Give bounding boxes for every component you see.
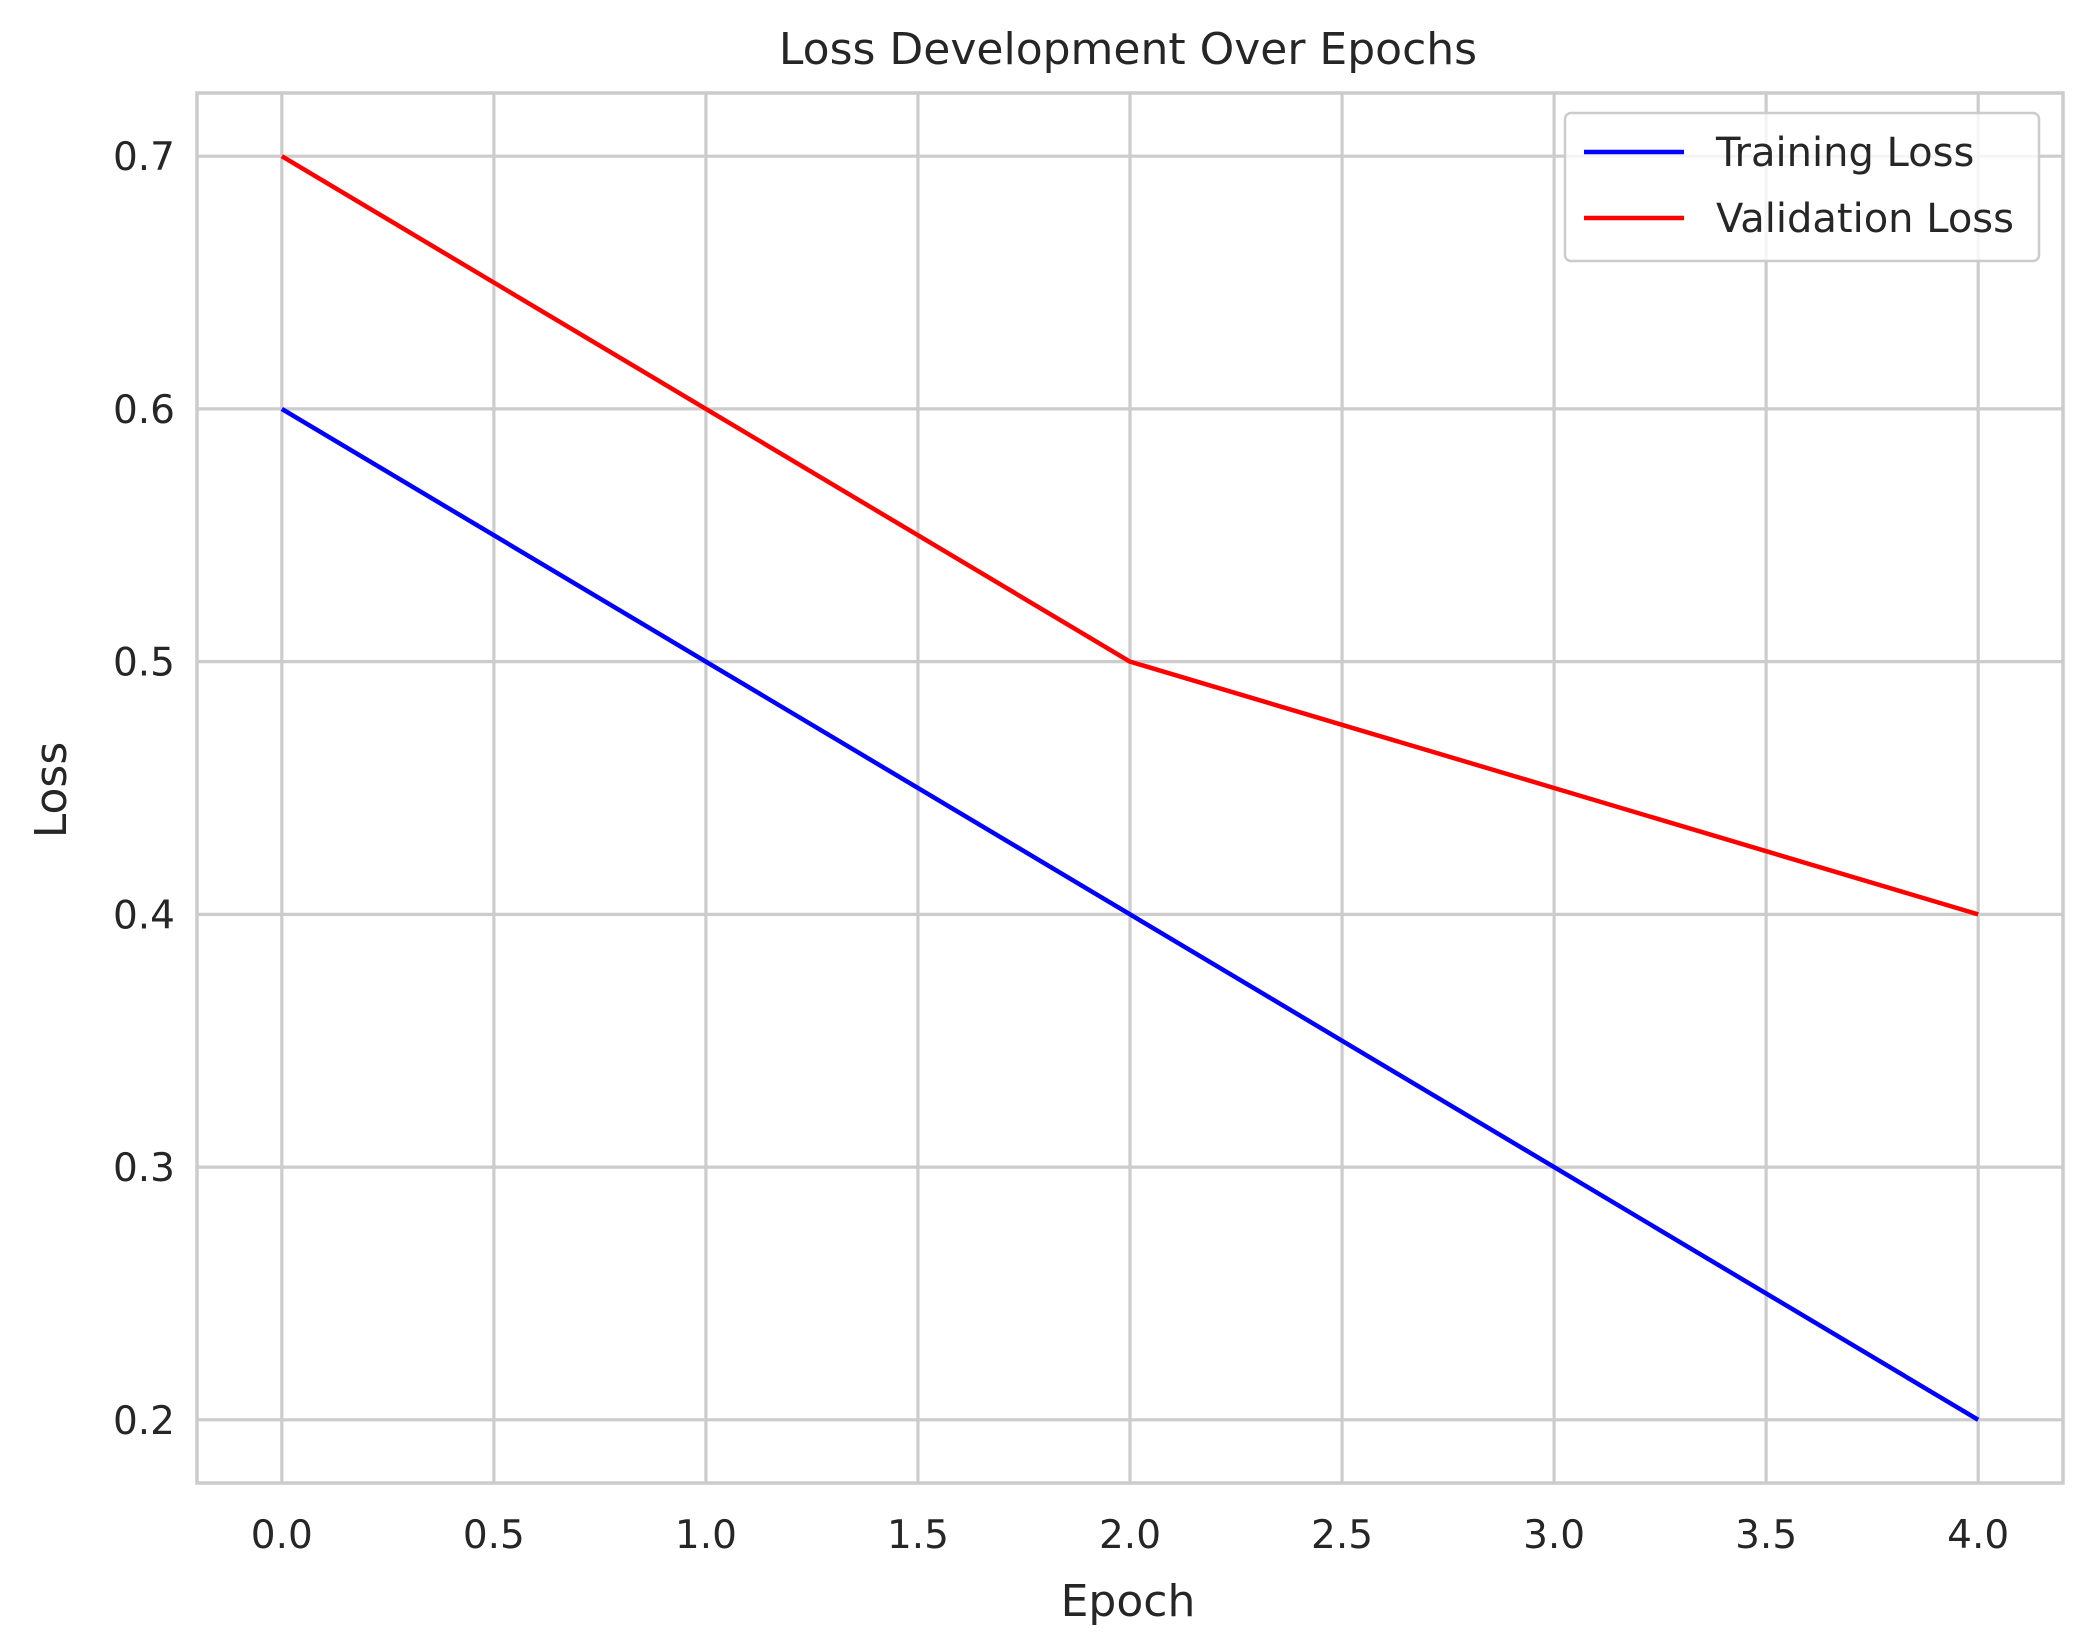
series-lines	[280, 154, 1980, 1422]
x-tick-label: 2.5	[1311, 1513, 1373, 1558]
grid-lines	[197, 93, 2063, 1483]
x-tick-label: 3.5	[1735, 1513, 1797, 1558]
x-tick-label: 1.5	[887, 1513, 949, 1558]
y-tick-labels: 0.2 0.3 0.4 0.5 0.6 0.7	[113, 135, 175, 1444]
y-tick-label: 0.6	[113, 388, 175, 433]
x-tick-label: 0.0	[251, 1513, 313, 1558]
series-line-validation-loss	[280, 154, 1979, 917]
chart-title: Loss Development Over Epochs	[779, 24, 1477, 75]
y-tick-label: 0.7	[113, 135, 175, 180]
x-tick-label: 0.5	[463, 1513, 525, 1558]
y-tick-label: 0.2	[113, 1399, 175, 1444]
series-line-training-loss	[280, 406, 1980, 1422]
y-tick-label: 0.3	[113, 1146, 175, 1191]
legend-label-validation-loss: Validation Loss	[1716, 196, 2014, 242]
x-tick-label: 3.0	[1523, 1513, 1585, 1558]
x-axis-label: Epoch	[1061, 1576, 1196, 1627]
x-tick-labels: 0.0 0.5 1.0 1.5 2.0 2.5 3.0 3.5 4.0	[251, 1513, 2009, 1558]
y-tick-label: 0.4	[113, 893, 175, 938]
plot-area-frame	[195, 91, 2065, 1485]
x-tick-label: 2.0	[1099, 1513, 1161, 1558]
x-tick-label: 4.0	[1947, 1513, 2009, 1558]
x-tick-label: 1.0	[675, 1513, 737, 1558]
legend-label-training-loss: Training Loss	[1715, 130, 1974, 176]
legend: Training Loss Validation Loss	[1563, 111, 2041, 263]
y-tick-label: 0.5	[113, 641, 175, 686]
y-axis-label: Loss	[26, 742, 77, 839]
